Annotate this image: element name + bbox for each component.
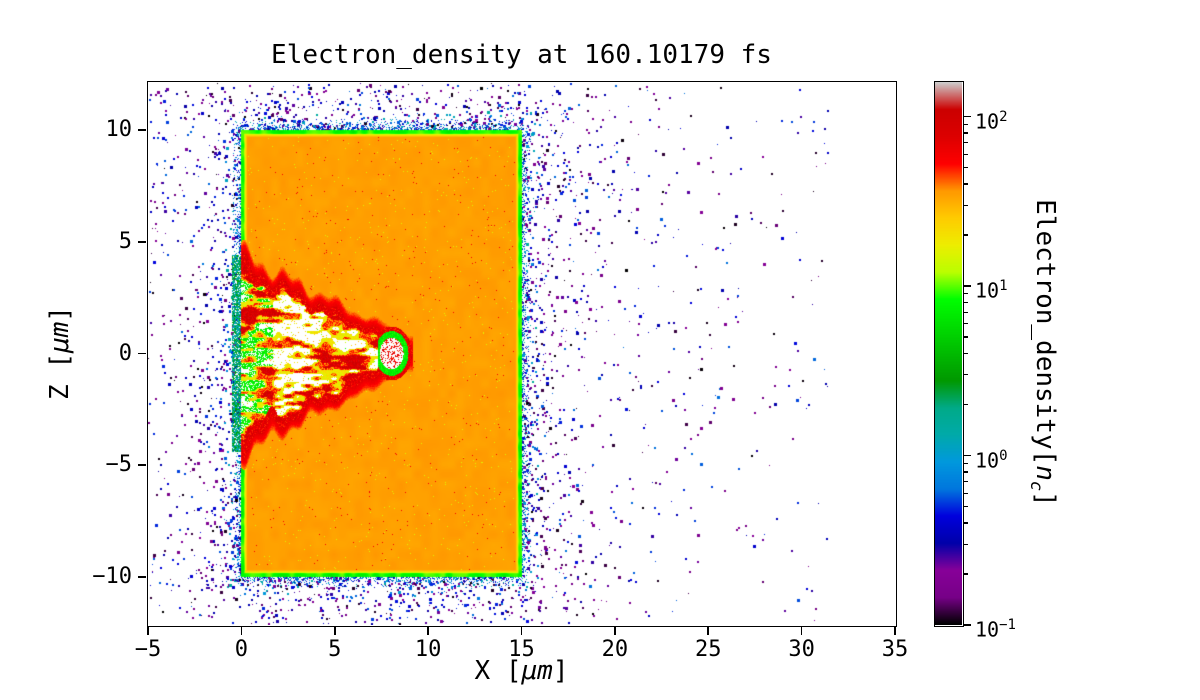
colorbar-label-prefix: Electron_density[ xyxy=(1030,199,1061,466)
colorbar-minor-tick-mark xyxy=(964,142,968,144)
colorbar-tick-mark xyxy=(964,115,971,118)
colorbar-tick-base: 10 xyxy=(975,617,1000,642)
colorbar-tick-label: 10−1 xyxy=(975,611,1016,642)
colorbar-minor-tick-mark xyxy=(964,336,968,338)
colorbar-label-suffix: ] xyxy=(1030,491,1061,507)
x-tick-mark xyxy=(800,627,803,635)
colorbar-minor-tick-mark xyxy=(964,167,968,169)
y-tick-label: 5 xyxy=(118,228,132,254)
y-tick-label: 10 xyxy=(105,117,133,143)
colorbar-tick-mark xyxy=(964,285,971,287)
x-tick-label: −5 xyxy=(134,637,162,662)
y-tick-mark xyxy=(138,129,146,131)
colorbar-tick-exponent: 1 xyxy=(999,278,1008,295)
colorbar-tick-mark xyxy=(964,624,971,626)
colorbar-minor-tick-mark xyxy=(964,573,968,575)
colorbar-minor-tick-mark xyxy=(964,543,968,545)
x-axis-label-unit: μm xyxy=(521,656,553,686)
x-tick-label: 15 xyxy=(508,637,535,662)
x-tick-mark xyxy=(614,627,616,635)
colorbar-minor-tick-mark xyxy=(964,311,968,313)
heatmap-canvas xyxy=(147,81,895,625)
x-tick-mark xyxy=(240,627,243,635)
x-axis-label-suffix: ] xyxy=(552,656,569,686)
colorbar-tick-base: 10 xyxy=(975,278,1000,303)
x-tick-mark xyxy=(707,627,710,635)
colorbar-minor-tick-mark xyxy=(964,153,968,155)
plot-area xyxy=(146,80,897,627)
x-tick-label: 10 xyxy=(414,637,442,662)
x-tick-label: 35 xyxy=(881,637,909,662)
colorbar-label-subscript: c xyxy=(1025,480,1046,492)
colorbar-tick-mark xyxy=(964,454,971,457)
x-tick-label: 25 xyxy=(695,637,722,662)
colorbar-minor-tick-mark xyxy=(964,505,968,508)
y-tick-mark xyxy=(138,240,146,243)
colorbar-tick-label: 102 xyxy=(975,103,1008,134)
x-tick-mark xyxy=(147,627,149,635)
colorbar-tick-label: 100 xyxy=(975,442,1008,473)
y-tick-mark xyxy=(138,576,146,578)
colorbar-minor-tick-mark xyxy=(964,293,968,295)
colorbar-minor-tick-mark xyxy=(964,323,968,325)
colorbar-tick-exponent: 2 xyxy=(999,108,1008,125)
colorbar-label-symbol: n xyxy=(1030,465,1061,481)
colorbar-minor-tick-mark xyxy=(964,301,968,304)
colorbar xyxy=(933,80,964,627)
x-tick-label: 20 xyxy=(601,637,629,662)
colorbar-minor-tick-mark xyxy=(964,204,968,206)
colorbar-gradient xyxy=(934,81,962,625)
colorbar-minor-tick-mark xyxy=(964,403,968,406)
colorbar-tick-exponent: −1 xyxy=(999,617,1016,633)
colorbar-minor-tick-mark xyxy=(964,492,968,494)
colorbar-label: Electron_density[nc] xyxy=(1026,199,1060,507)
y-tick-label: 0 xyxy=(118,340,132,366)
x-tick-mark xyxy=(333,627,336,635)
y-tick-label: −5 xyxy=(105,452,133,478)
colorbar-tick-base: 10 xyxy=(975,109,1000,134)
colorbar-minor-tick-mark xyxy=(964,183,968,185)
x-tick-label: 5 xyxy=(328,637,342,662)
x-axis-label-prefix: X [ xyxy=(474,656,522,686)
x-tick-mark xyxy=(427,627,429,635)
colorbar-tick-exponent: 0 xyxy=(999,447,1008,464)
x-tick-label: 0 xyxy=(234,637,248,662)
colorbar-minor-tick-mark xyxy=(964,234,968,236)
colorbar-minor-tick-mark xyxy=(964,481,968,483)
y-tick-mark xyxy=(138,352,146,355)
x-tick-mark xyxy=(894,627,896,635)
x-axis-label: X [μm] xyxy=(148,656,895,686)
x-tick-mark xyxy=(520,627,523,635)
chart-title: Electron_density at 160.10179 fs xyxy=(271,40,772,70)
y-axis-label-suffix: ] xyxy=(45,306,75,322)
colorbar-tick-base: 10 xyxy=(975,448,1000,473)
colorbar-minor-tick-mark xyxy=(964,123,968,125)
colorbar-minor-tick-mark xyxy=(964,471,968,473)
colorbar-tick-label: 101 xyxy=(975,272,1008,303)
colorbar-minor-tick-mark xyxy=(964,522,968,524)
colorbar-minor-tick-mark xyxy=(964,352,968,355)
y-tick-label: −10 xyxy=(92,563,132,589)
colorbar-minor-tick-mark xyxy=(964,374,968,376)
x-tick-label: 30 xyxy=(788,637,815,662)
colorbar-minor-tick-mark xyxy=(964,132,968,134)
y-tick-mark xyxy=(138,464,146,467)
colorbar-minor-tick-mark xyxy=(964,462,968,464)
